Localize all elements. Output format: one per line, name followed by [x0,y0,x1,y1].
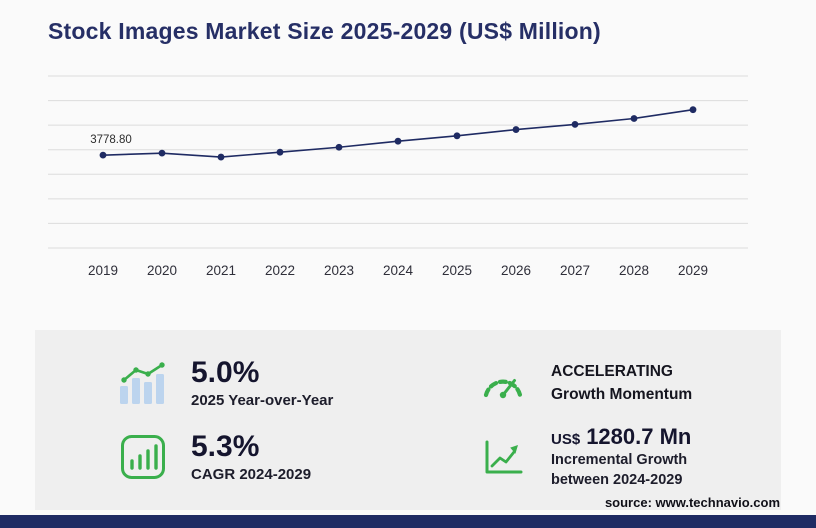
market-size-line-chart: 3778.80 2019 2020 2021 2022 2023 2024 2025 2026 2… [48,66,760,286]
svg-text:2024: 2024 [383,263,414,278]
yoy-value: 5.0% [191,356,260,390]
bottom-navy-bar [0,515,816,528]
svg-text:3778.80: 3778.80 [90,134,132,146]
incremental-label-1: Incremental Growth [551,451,688,468]
incremental-amount: 1280.7 Mn [586,423,692,449]
stat-yoy-growth: 5.0% 2025 Year-over-Year [115,357,475,409]
cagr-value: 5.3% [191,430,260,464]
stat-cagr: 5.3% CAGR 2024-2029 [115,431,475,483]
yoy-label: 2025 Year-over-Year [191,391,334,409]
line-chart-canvas: 3778.80 2019 2020 2021 2022 2023 2024 2025 2026 2… [48,75,748,278]
stat-growth-momentum: ACCELERATING Growth Momentum [475,360,761,407]
chart-box-icon [115,434,171,480]
svg-text:2021: 2021 [206,263,236,278]
speedometer-icon [475,367,531,400]
growth-axes-icon [475,439,531,476]
svg-text:2028: 2028 [619,263,649,278]
stat-incremental-growth: US$ 1280.7 Mn Incremental Growth between… [475,424,761,491]
momentum-line-1: ACCELERATING [551,362,673,380]
svg-text:2025: 2025 [442,263,472,278]
momentum-line-2: Growth Momentum [551,386,693,403]
source-attribution: source: www.technavio.com [604,495,780,510]
incremental-label-2: between 2024-2029 [551,472,683,488]
svg-text:2029: 2029 [678,263,708,278]
bar-chart-growth-icon [115,361,171,406]
svg-text:2023: 2023 [324,263,354,278]
svg-text:2019: 2019 [88,263,118,278]
svg-text:2020: 2020 [147,263,177,278]
page-title: Stock Images Market Size 2025-2029 (US$ … [48,18,601,44]
cagr-label: CAGR 2024-2029 [191,465,312,483]
incremental-currency: US$ [551,430,581,448]
svg-text:2022: 2022 [265,263,295,278]
svg-text:2026: 2026 [501,263,531,278]
incremental-value: US$ 1280.7 Mn [551,424,691,450]
svg-text:2027: 2027 [560,263,590,278]
stats-panel: 5.0% 2025 Year-over-Year ACCELERATING Gr… [35,330,781,510]
